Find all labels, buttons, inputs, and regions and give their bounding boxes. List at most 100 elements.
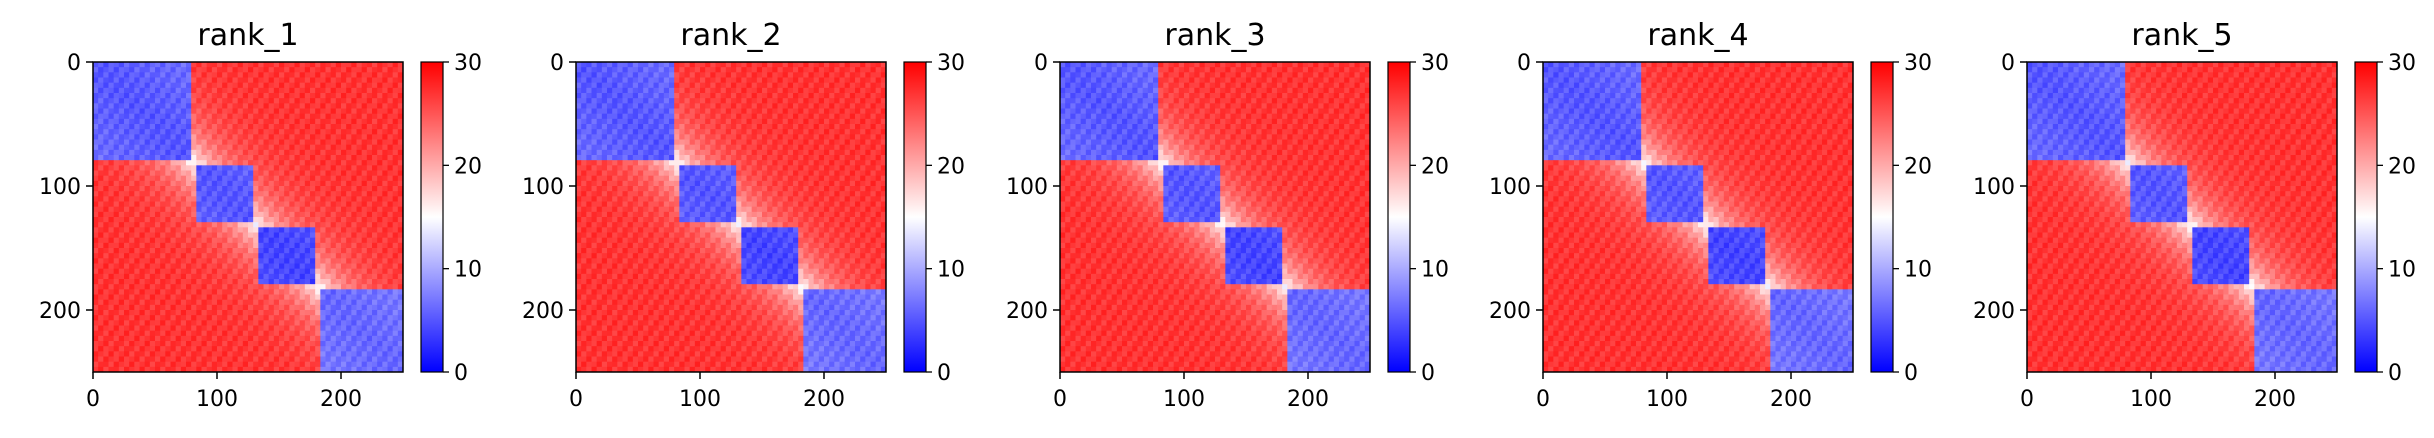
heatmap-cell: [658, 134, 665, 140]
heatmap-cell: [767, 139, 773, 146]
heatmap-cell: [824, 134, 830, 140]
heatmap-cell: [875, 113, 882, 120]
heatmap-cell: [201, 284, 208, 290]
heatmap-cell: [320, 279, 326, 285]
heatmap-cell: [299, 175, 306, 182]
heatmap-cell: [341, 134, 347, 140]
heatmap-cell: [356, 366, 363, 373]
heatmap-cell: [392, 134, 399, 140]
heatmap-cell: [118, 232, 125, 239]
heatmap-cell: [211, 103, 218, 109]
heatmap-cell: [803, 62, 809, 68]
heatmap-cell: [330, 98, 337, 104]
heatmap-cell: [705, 134, 711, 140]
heatmap-cell: [170, 253, 177, 259]
heatmap-cell: [669, 129, 675, 135]
heatmap-cell: [397, 124, 404, 130]
heatmap-cell: [793, 160, 799, 166]
heatmap-cell: [284, 186, 290, 192]
heatmap-cell: [170, 82, 177, 89]
heatmap-cell: [206, 180, 213, 187]
heatmap-cell: [382, 268, 388, 275]
heatmap-cell: [622, 134, 629, 140]
heatmap-cell: [808, 139, 815, 146]
heatmap-cell: [377, 273, 383, 280]
heatmap-cell: [299, 149, 306, 156]
heatmap-cell: [103, 335, 109, 342]
heatmap-cell: [180, 366, 187, 373]
heatmap-cell: [294, 248, 301, 254]
heatmap-cell: [346, 170, 352, 177]
heatmap-cell: [325, 113, 332, 120]
heatmap-cell: [839, 113, 846, 120]
heatmap-cell: [294, 196, 301, 202]
heatmap-cell: [237, 284, 244, 290]
heatmap-cell: [325, 155, 332, 161]
heatmap-cell: [201, 206, 208, 213]
heatmap-cell: [366, 155, 373, 161]
heatmap-cell: [258, 341, 264, 347]
heatmap-cell: [315, 186, 321, 192]
heatmap-cell: [103, 170, 109, 177]
heatmap-cell: [191, 263, 197, 270]
heatmap-cell: [607, 139, 613, 146]
heatmap-cell: [175, 279, 182, 285]
heatmap-cell: [736, 98, 742, 104]
heatmap-cell: [849, 155, 856, 161]
heatmap-cell: [124, 299, 130, 306]
heatmap-cell: [206, 124, 213, 130]
heatmap-cell: [710, 129, 716, 135]
heatmap-cell: [206, 284, 213, 290]
heatmap-cell: [175, 232, 182, 239]
heatmap-cell: [258, 82, 264, 89]
heatmap-cell: [149, 273, 156, 280]
heatmap-cell: [165, 191, 171, 197]
heatmap-cell: [299, 289, 306, 295]
heatmap-cell: [170, 93, 177, 99]
heatmap-cell: [576, 149, 582, 156]
heatmap-cell: [129, 325, 135, 332]
heatmap-cell: [279, 263, 285, 270]
heatmap-cell: [134, 366, 140, 373]
heatmap-cell: [211, 330, 218, 337]
heatmap-cell: [160, 232, 166, 239]
heatmap-cell: [315, 134, 321, 140]
heatmap-cell: [170, 237, 177, 244]
heatmap-cell: [387, 330, 394, 337]
heatmap-cell: [382, 77, 388, 84]
heatmap-cell: [113, 170, 120, 177]
heatmap-cell: [253, 227, 259, 233]
heatmap-cell: [299, 108, 306, 115]
heatmap-cell: [237, 98, 244, 104]
heatmap-cell: [253, 87, 259, 94]
heatmap-cell: [113, 248, 120, 254]
heatmap-cell: [232, 129, 239, 135]
heatmap-cell: [366, 284, 373, 290]
heatmap-cell: [715, 108, 722, 115]
heatmap-cell: [638, 134, 644, 140]
heatmap-cell: [320, 232, 326, 239]
heatmap-cell: [186, 356, 192, 363]
heatmap-cell: [304, 87, 311, 94]
heatmap-cell: [715, 155, 722, 161]
heatmap-cell: [710, 67, 716, 73]
heatmap-cell: [849, 93, 856, 99]
heatmap-cell: [330, 62, 337, 68]
heatmap-cell: [382, 82, 388, 89]
heatmap-cell: [211, 201, 218, 208]
heatmap-cell: [751, 103, 758, 109]
heatmap-cell: [382, 72, 388, 78]
heatmap-cell: [139, 330, 146, 337]
heatmap-cell: [576, 165, 582, 171]
heatmap-cell: [175, 289, 182, 295]
heatmap-cell: [705, 175, 711, 182]
heatmap-cell: [325, 165, 332, 171]
heatmap-cell: [622, 62, 629, 68]
heatmap-cell: [129, 248, 135, 254]
heatmap-cell: [304, 77, 311, 84]
heatmap-cell: [648, 155, 654, 161]
heatmap-cell: [180, 253, 187, 259]
heatmap-cell: [341, 149, 347, 156]
heatmap-cell: [875, 93, 882, 99]
heatmap-cell: [217, 211, 223, 218]
